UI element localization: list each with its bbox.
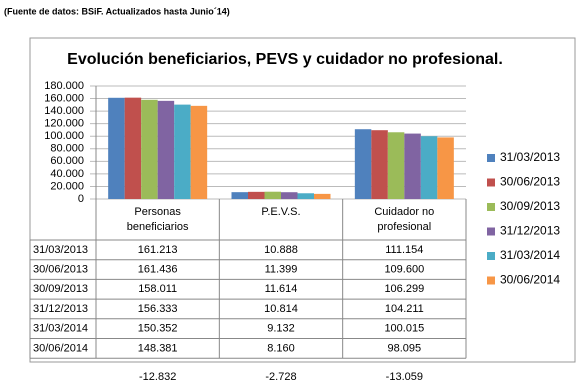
bar [354, 129, 372, 199]
bar [387, 132, 405, 199]
row-label: 30/09/2013 [33, 283, 88, 295]
y-tick-label: 180.000 [44, 80, 84, 92]
bar [437, 137, 454, 199]
y-tick-label: 0 [78, 193, 84, 205]
bar [281, 192, 298, 199]
difference-label: -12.832 [139, 371, 176, 383]
legend-marker [487, 178, 495, 187]
table-cell: 161.436 [138, 263, 178, 275]
row-label: 31/03/2013 [33, 244, 88, 256]
legend-label: 31/03/2013 [500, 150, 560, 164]
table-cell: 156.333 [138, 303, 178, 315]
category-label: Cuidador no profesional [374, 206, 435, 233]
table-cell: 150.352 [138, 323, 178, 335]
table-cell: 9.132 [267, 323, 295, 335]
difference-label: -13.059 [386, 371, 423, 383]
legend-marker [487, 252, 495, 260]
bar [108, 97, 125, 199]
table-cell: 104.211 [385, 303, 424, 315]
row-label: 30/06/2013 [33, 263, 88, 275]
table-cell: 10.888 [264, 244, 298, 256]
bar [174, 104, 191, 199]
table-cell: 10.814 [264, 303, 298, 315]
legend-label: 30/09/2013 [500, 199, 560, 213]
bar [157, 100, 175, 199]
table-cell: 109.600 [384, 263, 424, 275]
legend-marker [487, 276, 495, 285]
bar [371, 130, 388, 199]
table-cell: 158.011 [138, 283, 177, 295]
y-tick-label: 100.000 [44, 130, 84, 142]
bar [314, 193, 331, 199]
chart-title: Evolución beneficiarios, PEVS y cuidador… [67, 51, 503, 68]
chart-border [29, 37, 576, 363]
row-label: 30/06/2014 [33, 342, 88, 354]
table-cell: 106.299 [384, 283, 424, 295]
table-cell: 11.614 [265, 283, 298, 295]
bar [190, 105, 208, 199]
legend-marker [487, 227, 495, 236]
table-cell: 100.015 [384, 323, 424, 335]
y-tick-label: 120.000 [44, 118, 84, 130]
y-tick-label: 20.000 [50, 180, 84, 192]
bar [264, 191, 281, 199]
table-cell: 8.160 [267, 342, 295, 354]
legend-label: 30/06/2013 [500, 175, 560, 189]
y-tick-label: 80.000 [50, 143, 84, 155]
table-cell: 148.381 [138, 342, 178, 354]
bar [141, 99, 158, 199]
bar [404, 133, 421, 199]
y-tick-label: 160.000 [44, 92, 84, 104]
source-note: (Fuente de datos: BSiF. Actualizados has… [4, 6, 230, 16]
legend-marker [487, 203, 495, 211]
legend-marker [487, 154, 495, 162]
legend-label: 31/12/2013 [500, 224, 560, 238]
category-label: P.E.V.S. [261, 206, 301, 218]
table-cell: 161.213 [138, 244, 178, 256]
bar [297, 193, 314, 199]
y-tick-label: 140.000 [44, 105, 84, 117]
bar [420, 136, 438, 199]
table-cell: 111.154 [385, 244, 423, 256]
table-cell: 98.095 [388, 342, 422, 354]
bar [124, 97, 142, 199]
legend-label: 31/03/2014 [500, 248, 560, 262]
category-label: Personas beneficiarios [126, 206, 189, 233]
table-cell: 11.399 [265, 263, 298, 275]
row-label: 31/12/2013 [33, 303, 88, 315]
y-tick-label: 40.000 [50, 168, 84, 180]
y-tick-label: 60.000 [50, 155, 84, 167]
legend-label: 30/06/2014 [500, 273, 560, 287]
bar [248, 191, 265, 199]
bar [231, 192, 248, 199]
row-label: 31/03/2014 [33, 323, 88, 335]
difference-label: -2.728 [265, 371, 296, 383]
